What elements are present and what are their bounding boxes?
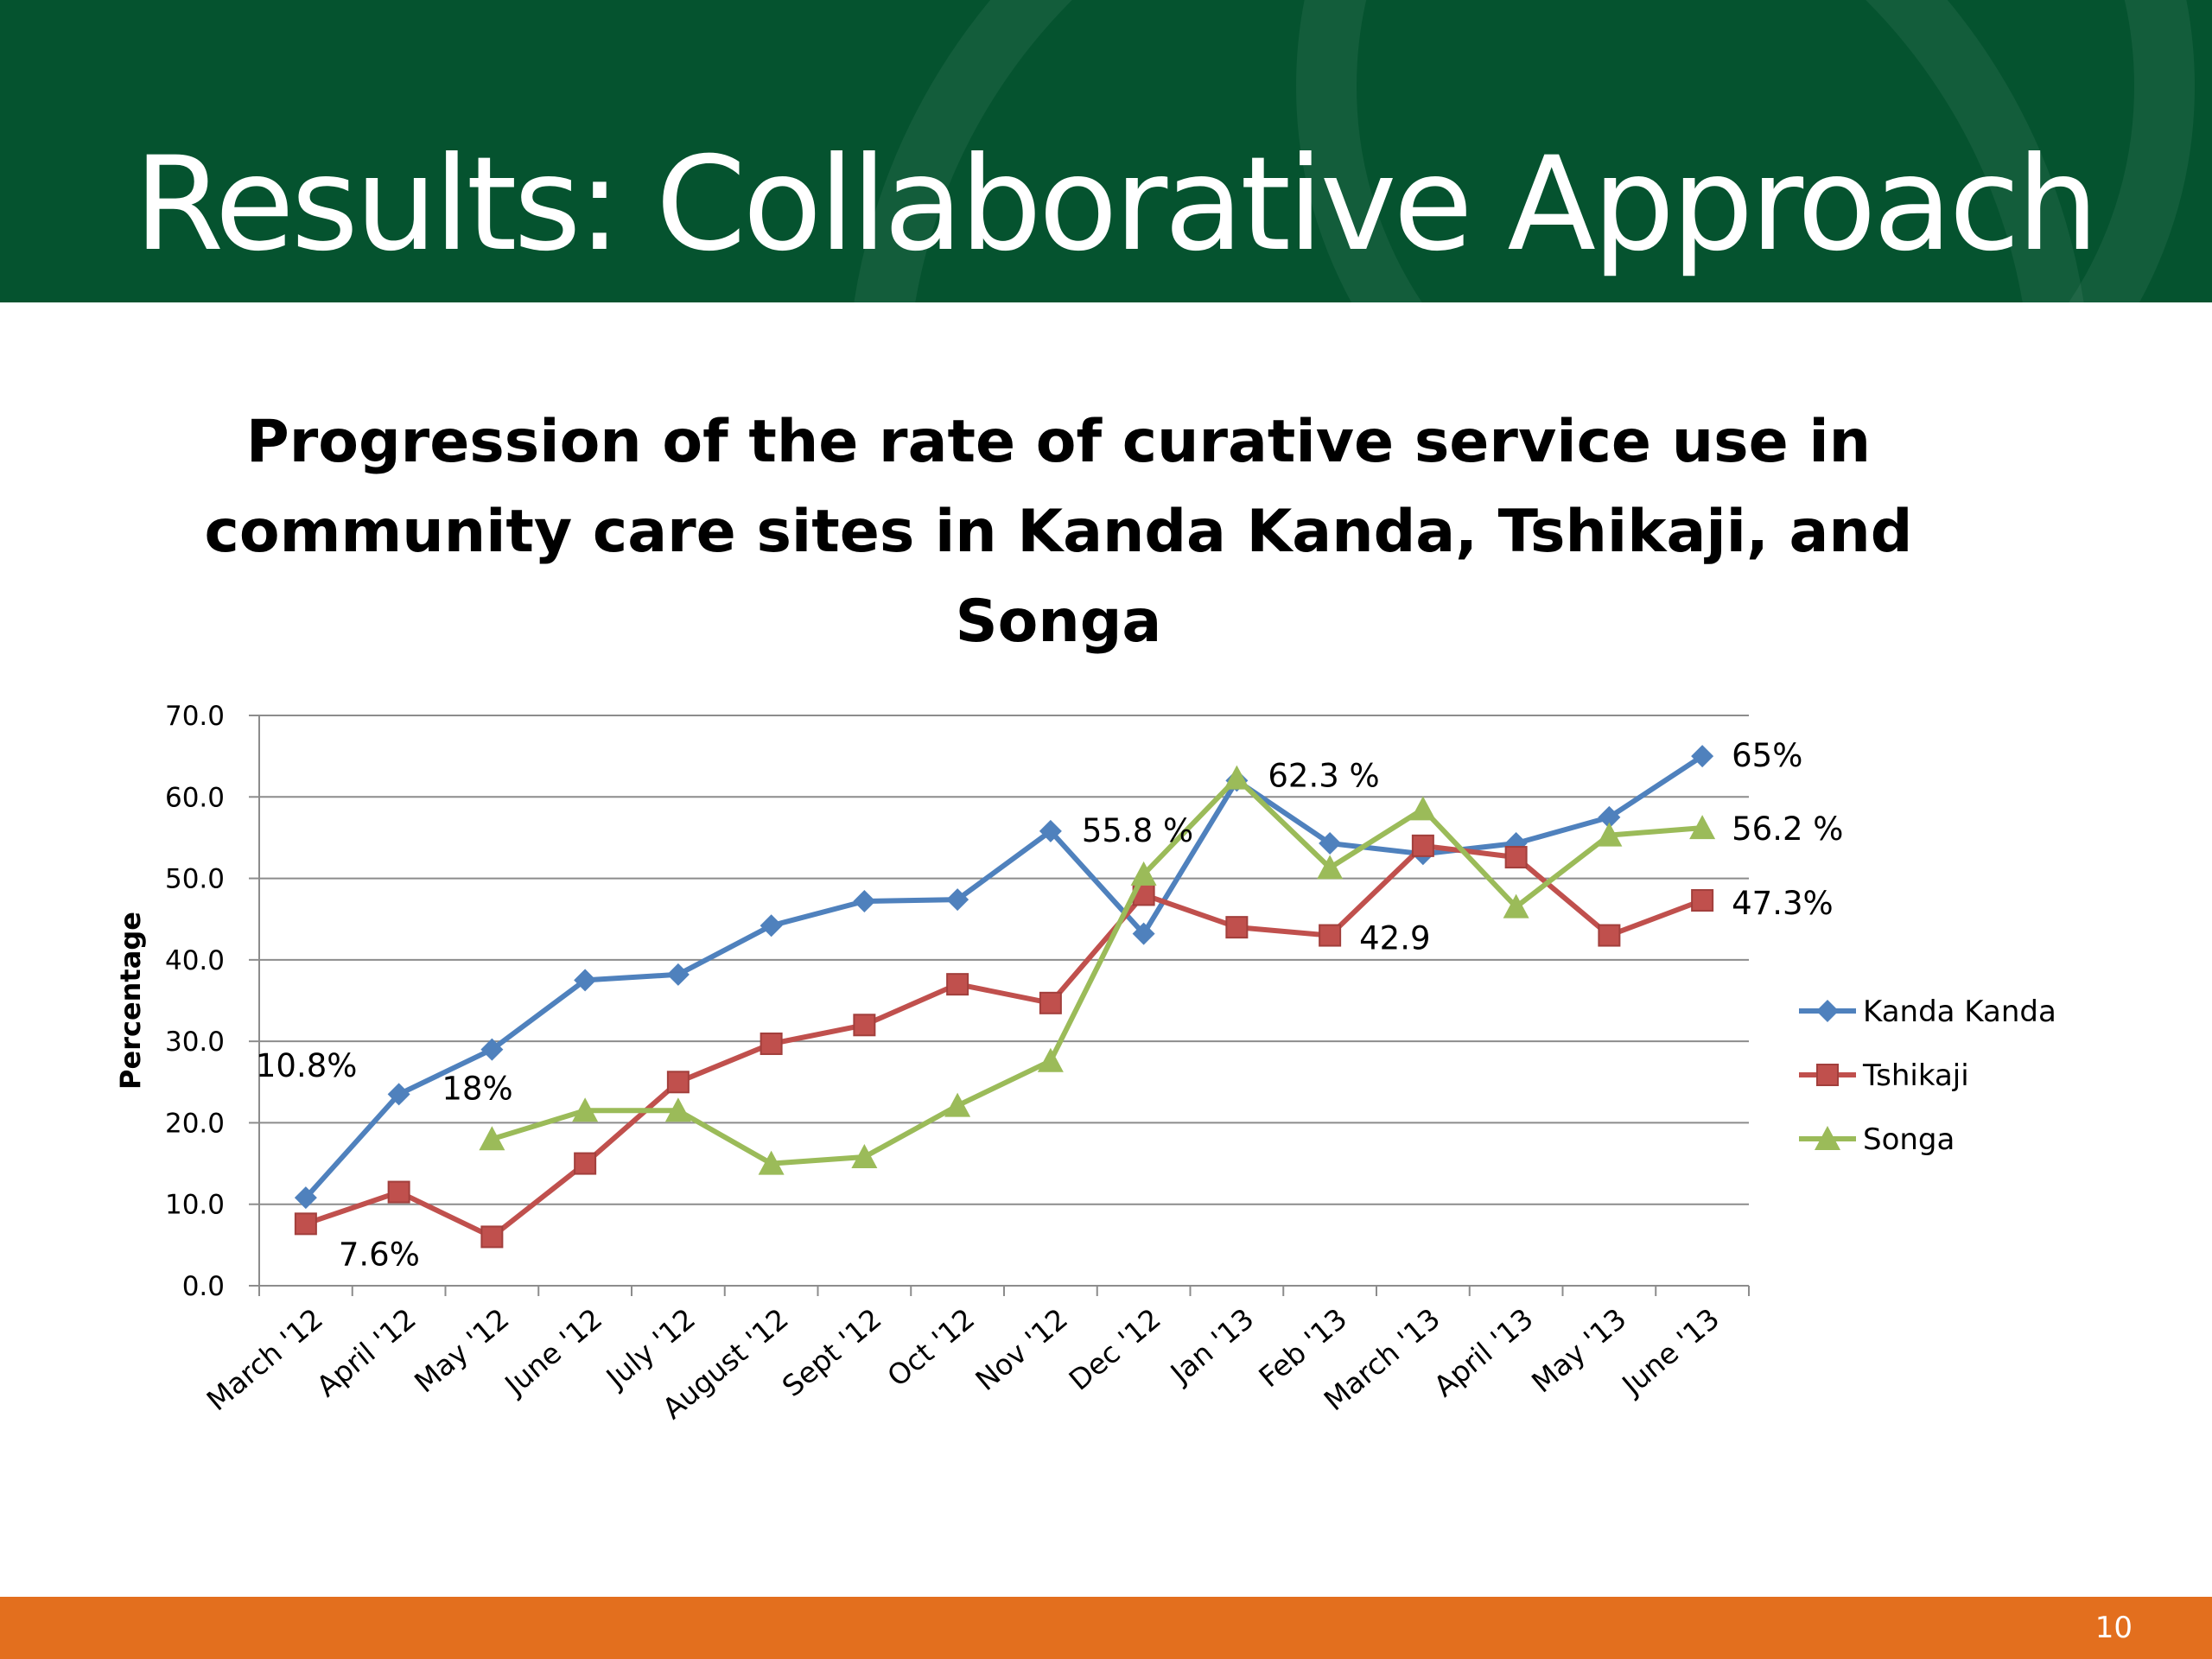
songa-point <box>1317 855 1344 880</box>
slide-footer: 10 <box>0 1597 2212 1659</box>
songa-point <box>851 1144 878 1169</box>
x-tick-label: April '13 <box>1427 1301 1540 1403</box>
kanda-kanda-point <box>1691 745 1714 768</box>
tshikaji-point <box>294 1212 317 1236</box>
tshikaji-point <box>1225 916 1249 939</box>
data-label: 65% <box>1732 737 1802 774</box>
kanda-kanda-line <box>303 753 1704 1200</box>
tshikaji-line <box>304 842 1704 1240</box>
songa-point <box>1503 893 1529 918</box>
kanda-kanda-point <box>574 969 597 992</box>
tshikaji-point <box>666 1071 690 1094</box>
line-chart: 0.0 10.0 20.0 30.0 40.0 50.0 60.0 70.0 March '12… <box>114 701 2056 1426</box>
tshikaji-point <box>1504 846 1528 869</box>
legend-label-kanda-kanda: Kanda Kanda <box>1863 995 2056 1029</box>
data-label: 62.3 % <box>1268 758 1379 795</box>
x-tick-label: Jan '13 <box>1163 1301 1261 1390</box>
tshikaji-point <box>853 1014 876 1037</box>
x-tick-label: Dec '12 <box>1063 1301 1167 1396</box>
data-label: 56.2 % <box>1732 810 1843 848</box>
kanda-kanda-point <box>946 888 969 912</box>
data-label: 42.9 <box>1359 920 1430 957</box>
tshikaji-point <box>760 1032 783 1055</box>
tshikaji-point <box>1598 924 1621 947</box>
legend-label-songa: Songa <box>1863 1122 1955 1157</box>
x-tick-label: Oct '12 <box>880 1301 981 1393</box>
x-tick-label: June '13 <box>1614 1301 1726 1402</box>
y-tick-label: 50.0 <box>165 864 225 895</box>
slide-title: Results: Collaborative Approach <box>134 130 2099 280</box>
songa-point <box>758 1150 785 1175</box>
tshikaji-point <box>574 1152 597 1175</box>
y-axis-label: Percentage <box>114 912 147 1090</box>
x-tick-label: June '12 <box>497 1301 608 1402</box>
songa-point <box>1224 765 1250 790</box>
kanda-kanda-point <box>1132 922 1155 945</box>
legend-marker-tshikaji <box>1816 1064 1839 1086</box>
page-number: 10 <box>2094 1611 2133 1645</box>
legend-label-tshikaji: Tshikaji <box>1862 1058 1969 1093</box>
y-tick-label: 70.0 <box>165 701 225 732</box>
x-tick-label: Sept '12 <box>776 1301 888 1403</box>
tshikaji-point <box>946 973 969 996</box>
x-tick-label: Nov '12 <box>969 1301 1074 1397</box>
data-label: 10.8% <box>256 1047 358 1084</box>
y-tick-label: 40.0 <box>165 945 225 976</box>
songa-point <box>479 1126 505 1151</box>
songa-point <box>664 1097 691 1122</box>
tshikaji-point <box>480 1225 504 1249</box>
x-tick-label: March '12 <box>200 1301 329 1417</box>
kanda-kanda-point <box>760 914 783 938</box>
legend-marker-songa <box>1815 1126 1840 1150</box>
tshikaji-point <box>387 1180 410 1204</box>
tshikaji-point <box>1319 924 1342 947</box>
kanda-kanda-point <box>853 889 876 912</box>
legend-marker-kanda-kanda <box>1816 1000 1839 1022</box>
songa-line <box>491 775 1703 1166</box>
tshikaji-point <box>1691 889 1714 912</box>
x-tick-label: May '13 <box>1525 1301 1632 1399</box>
data-label: 18% <box>442 1070 512 1107</box>
chart-title: Progression of the rate of curative serv… <box>204 408 1913 656</box>
y-tick-label: 30.0 <box>165 1027 225 1058</box>
kanda-kanda-point <box>387 1083 410 1106</box>
kanda-kanda-point <box>1039 819 1062 842</box>
songa-point <box>1596 822 1623 847</box>
tshikaji-point <box>1039 991 1062 1014</box>
x-tick-label: April '12 <box>310 1301 423 1403</box>
x-tick-label: May '12 <box>408 1301 515 1399</box>
songa-point <box>1037 1047 1064 1072</box>
songa-point <box>1130 861 1157 886</box>
slide-header: Results: Collaborative Approach <box>0 0 2212 302</box>
y-tick-label: 0.0 <box>182 1271 225 1302</box>
y-tick-label: 10.0 <box>165 1190 225 1221</box>
data-label: 47.3% <box>1732 885 1834 922</box>
data-label: 7.6% <box>339 1236 420 1273</box>
kanda-kanda-point <box>480 1038 504 1061</box>
songa-point <box>944 1092 971 1117</box>
tshikaji-point <box>1411 834 1434 857</box>
kanda-kanda-point <box>1319 832 1342 855</box>
songa-point <box>572 1097 599 1122</box>
data-label: 55.8 % <box>1082 812 1193 849</box>
kanda-kanda-point <box>294 1186 317 1210</box>
songa-point <box>1689 815 1716 840</box>
y-tick-label: 60.0 <box>165 782 225 813</box>
kanda-kanda-point <box>1598 805 1621 829</box>
kanda-kanda-point <box>666 963 690 986</box>
songa-point <box>1409 796 1436 821</box>
y-tick-label: 20.0 <box>165 1108 225 1139</box>
